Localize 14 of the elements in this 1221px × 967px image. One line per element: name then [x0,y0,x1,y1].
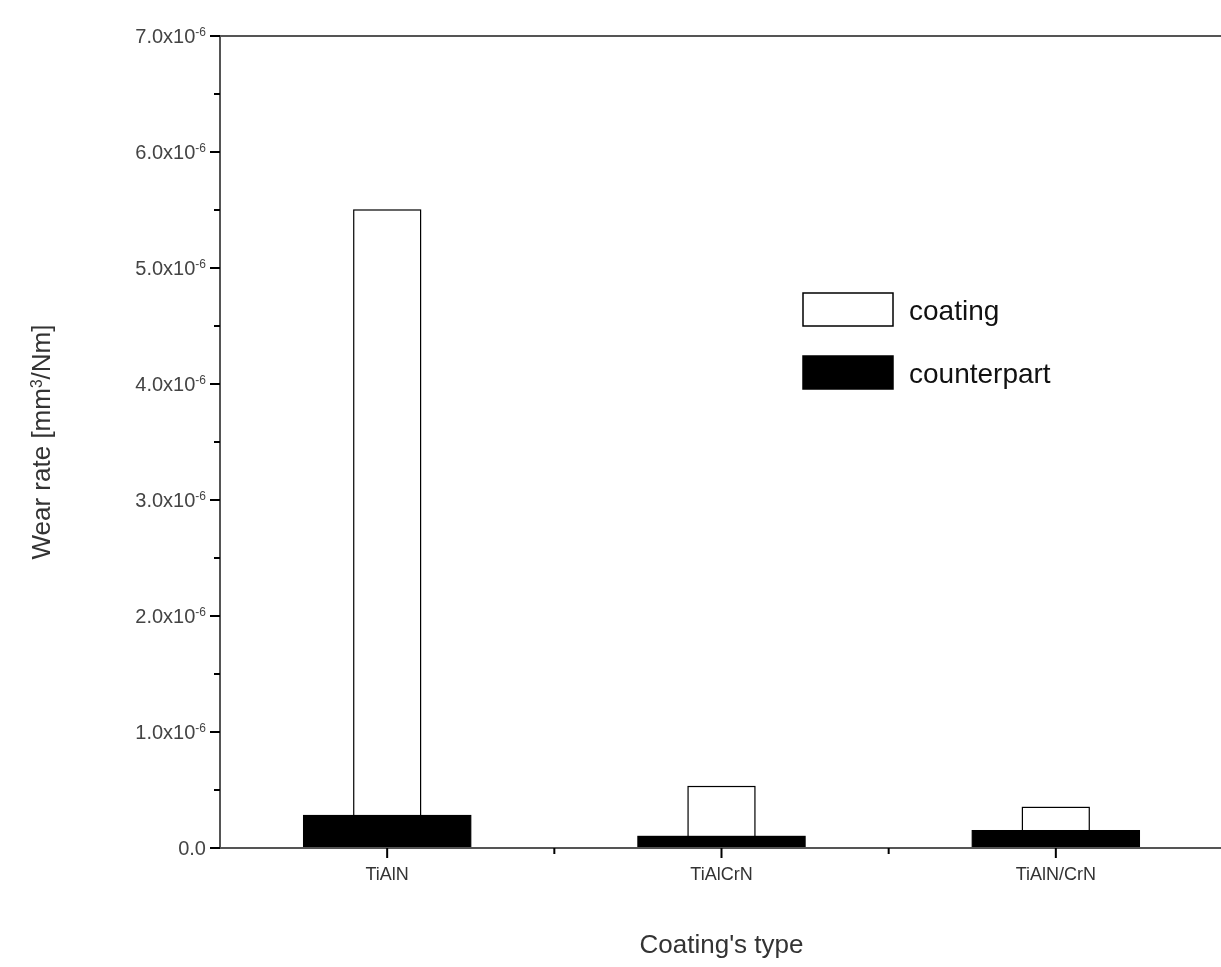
y-tick-label: 2.0x10$^{-6}$ [135,605,207,627]
x-tick-label: TiAlN/CrN [1015,864,1096,884]
y-tick-label: 3.0x10$^{-6}$ [135,489,207,511]
y-tick-label: 6.0x10$^{-6}$ [135,141,207,163]
y-tick-label: 1.0x10$^{-6}$ [135,721,207,743]
x-axis-title: Coating's type [639,929,804,959]
legend-label: coating [909,294,1000,326]
y-tick-label: 0.0 [178,837,206,859]
x-tick-label: TiAlCrN [690,864,753,884]
legend-label: counterpart [909,357,1051,389]
y-tick-label: 7.0x10$^{-6}$ [135,25,207,47]
y-tick-label: 5.0x10$^{-6}$ [135,257,207,279]
x-tick-label: TiAlN [365,864,409,884]
y-tick-label: 4.0x10$^{-6}$ [135,373,207,395]
